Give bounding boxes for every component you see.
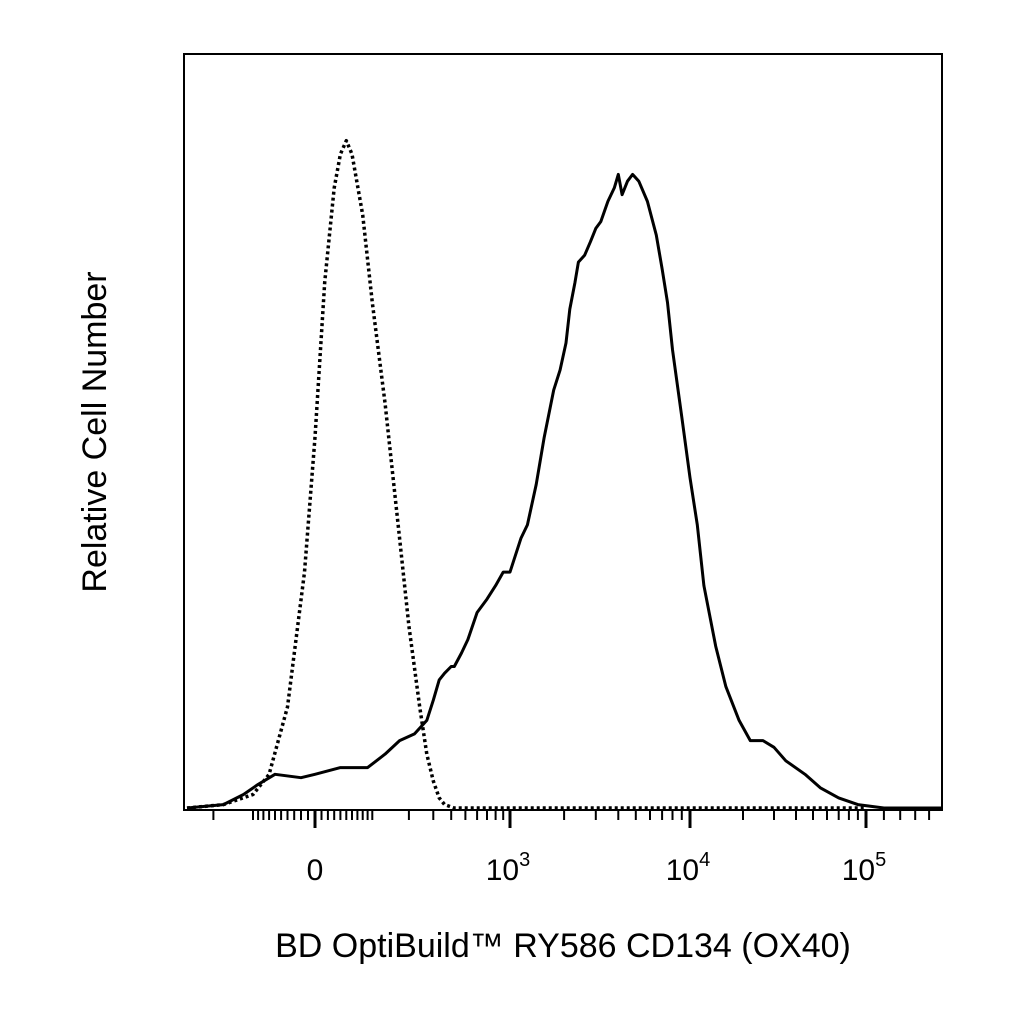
x-tick-label: 104 — [666, 849, 711, 887]
x-axis-tick-labels: 0 103 104 105 — [307, 849, 887, 887]
x-axis-ticks — [212, 810, 931, 828]
x-tick-label: 103 — [486, 849, 531, 887]
isotype-control-curve — [186, 138, 866, 810]
x-tick-label: 0 — [307, 854, 324, 887]
series-layer — [186, 138, 942, 810]
plot-frame — [183, 53, 943, 811]
x-axis-title: BD OptiBuild™ RY586 CD134 (OX40) — [275, 927, 851, 965]
x-tick-label: 105 — [842, 849, 887, 887]
stained-sample-curve — [186, 172, 942, 810]
y-axis-title: Relative Cell Number — [76, 271, 114, 592]
